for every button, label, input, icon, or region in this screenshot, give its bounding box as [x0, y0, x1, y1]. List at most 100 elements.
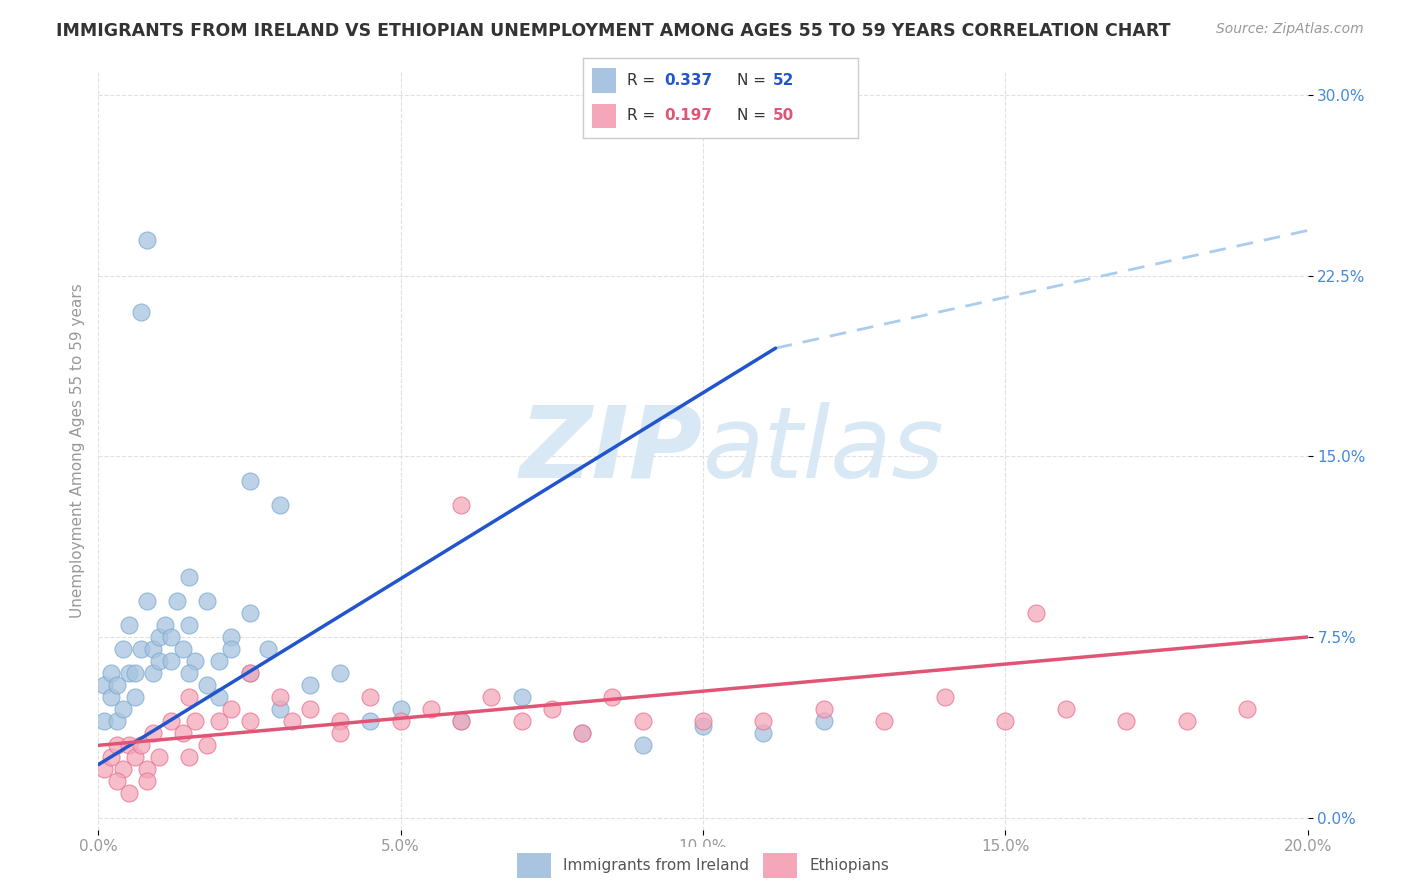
Point — [631, 714, 654, 729]
Point — [692, 714, 714, 729]
Text: ZIP: ZIP — [520, 402, 703, 499]
Point — [571, 726, 593, 740]
Point — [239, 666, 262, 681]
Point — [105, 678, 128, 692]
FancyBboxPatch shape — [592, 103, 616, 128]
Point — [105, 774, 128, 789]
Point — [93, 678, 115, 692]
Text: R =: R = — [627, 108, 665, 123]
Point — [100, 666, 122, 681]
Text: Immigrants from Ireland: Immigrants from Ireland — [564, 858, 749, 872]
Point — [269, 702, 291, 716]
Point — [239, 714, 262, 729]
Point — [195, 594, 218, 608]
Text: IMMIGRANTS FROM IRELAND VS ETHIOPIAN UNEMPLOYMENT AMONG AGES 55 TO 59 YEARS CORR: IMMIGRANTS FROM IRELAND VS ETHIOPIAN UNE… — [56, 22, 1171, 40]
Point — [299, 702, 322, 716]
Point — [124, 750, 146, 764]
Point — [450, 714, 472, 729]
Point — [208, 714, 231, 729]
Point — [179, 618, 201, 632]
Point — [450, 714, 472, 729]
Point — [299, 678, 322, 692]
Point — [329, 666, 352, 681]
Point — [389, 702, 412, 716]
Point — [1054, 702, 1077, 716]
Point — [752, 726, 775, 740]
Point — [100, 690, 122, 705]
Point — [329, 714, 352, 729]
Point — [105, 714, 128, 729]
Point — [93, 714, 115, 729]
Point — [160, 714, 183, 729]
Point — [269, 498, 291, 512]
Point — [813, 702, 835, 716]
Point — [111, 702, 134, 716]
Point — [135, 763, 157, 777]
Point — [420, 702, 443, 716]
Text: Ethiopians: Ethiopians — [810, 858, 890, 872]
Point — [118, 618, 141, 632]
Point — [571, 726, 593, 740]
Point — [239, 606, 262, 620]
Point — [160, 654, 183, 668]
Text: N =: N = — [737, 73, 776, 88]
Point — [142, 726, 165, 740]
Point — [221, 630, 243, 644]
Point — [510, 690, 533, 705]
Point — [195, 739, 218, 753]
Point — [111, 642, 134, 657]
Point — [100, 750, 122, 764]
Point — [111, 763, 134, 777]
Point — [1024, 606, 1046, 620]
Point — [360, 714, 382, 729]
Point — [160, 630, 183, 644]
Point — [135, 233, 157, 247]
Point — [172, 642, 194, 657]
Point — [166, 594, 188, 608]
Point — [118, 666, 141, 681]
Text: 52: 52 — [773, 73, 794, 88]
Point — [510, 714, 533, 729]
Point — [135, 774, 157, 789]
Point — [124, 690, 146, 705]
Point — [135, 594, 157, 608]
Point — [142, 666, 165, 681]
Point — [450, 498, 472, 512]
Point — [269, 690, 291, 705]
Point — [239, 474, 262, 488]
Text: atlas: atlas — [703, 402, 945, 499]
Text: 0.197: 0.197 — [665, 108, 713, 123]
Point — [148, 750, 170, 764]
Point — [148, 630, 170, 644]
Point — [1115, 714, 1137, 729]
Point — [994, 714, 1017, 729]
Text: N =: N = — [737, 108, 776, 123]
Point — [1236, 702, 1258, 716]
Point — [129, 642, 152, 657]
Text: 50: 50 — [773, 108, 794, 123]
Point — [208, 654, 231, 668]
Point — [208, 690, 231, 705]
Point — [129, 305, 152, 319]
Point — [179, 666, 201, 681]
Text: 0.337: 0.337 — [665, 73, 713, 88]
Text: R =: R = — [627, 73, 665, 88]
Point — [129, 739, 152, 753]
Point — [692, 719, 714, 733]
Y-axis label: Unemployment Among Ages 55 to 59 years: Unemployment Among Ages 55 to 59 years — [69, 283, 84, 618]
Point — [631, 739, 654, 753]
Point — [813, 714, 835, 729]
Point — [481, 690, 503, 705]
Point — [195, 678, 218, 692]
FancyBboxPatch shape — [592, 69, 616, 93]
Point — [934, 690, 956, 705]
Point — [540, 702, 562, 716]
Text: Source: ZipAtlas.com: Source: ZipAtlas.com — [1216, 22, 1364, 37]
Point — [752, 714, 775, 729]
Point — [873, 714, 896, 729]
Point — [148, 654, 170, 668]
Point — [179, 570, 201, 584]
Point — [221, 642, 243, 657]
Point — [142, 642, 165, 657]
Point — [184, 714, 207, 729]
